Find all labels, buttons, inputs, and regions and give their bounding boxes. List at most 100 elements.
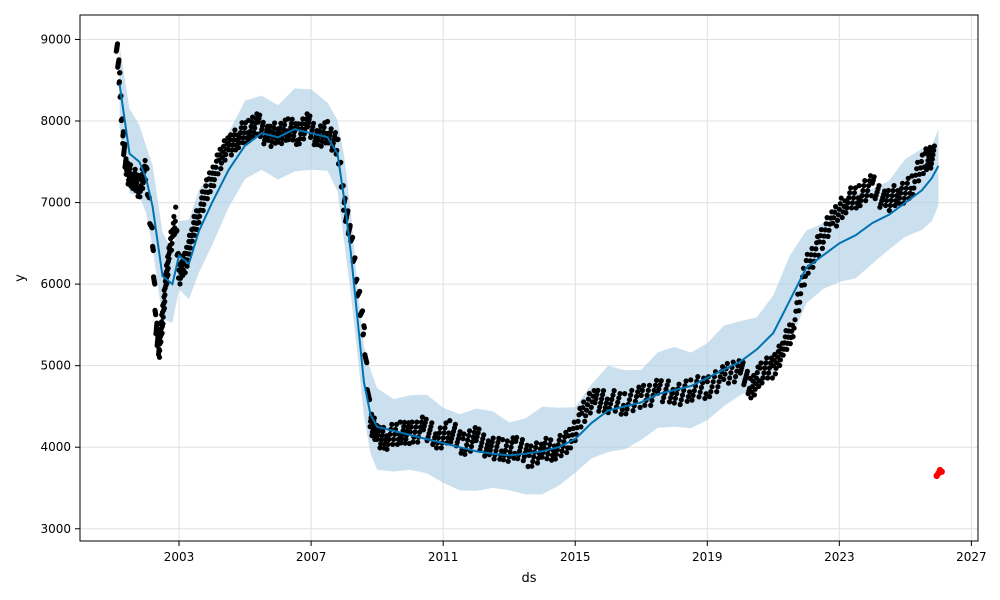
- y-tick-label: 7000: [40, 196, 71, 210]
- observed-point: [413, 424, 419, 430]
- observed-point: [213, 164, 219, 170]
- observed-point: [586, 390, 593, 397]
- observed-point: [588, 404, 594, 410]
- observed-point: [257, 112, 263, 118]
- observed-point: [664, 382, 670, 388]
- observed-point: [604, 396, 610, 402]
- observed-point: [401, 423, 407, 430]
- observed-point: [843, 210, 849, 216]
- observed-point: [668, 395, 674, 401]
- observed-point: [803, 257, 809, 264]
- observed-point: [630, 408, 636, 414]
- observed-point: [721, 376, 727, 382]
- observed-point: [684, 398, 690, 404]
- observed-point: [676, 381, 682, 387]
- observed-point: [813, 246, 819, 252]
- observed-point: [197, 213, 203, 219]
- observed-point: [585, 396, 592, 402]
- observed-point: [597, 404, 603, 410]
- observed-point: [350, 234, 356, 240]
- observed-point: [409, 419, 415, 425]
- observed-point: [671, 400, 677, 406]
- observed-point: [489, 439, 495, 445]
- observed-point: [595, 387, 601, 393]
- observed-point: [144, 166, 150, 172]
- observed-point: [883, 202, 889, 209]
- observed-point: [160, 321, 166, 327]
- observed-point: [407, 429, 413, 435]
- observed-point: [300, 116, 306, 122]
- observed-point: [816, 239, 823, 245]
- observed-point: [731, 379, 738, 385]
- observed-point: [905, 175, 911, 181]
- observed-point: [665, 378, 672, 384]
- observed-point: [766, 365, 773, 371]
- plot-frame: [79, 14, 979, 542]
- observed-point: [611, 388, 617, 394]
- observed-point: [165, 272, 171, 278]
- observed-point: [502, 447, 508, 453]
- observed-point: [211, 183, 217, 189]
- observed-point: [149, 225, 155, 231]
- observed-point: [140, 185, 146, 191]
- observed-point: [833, 223, 840, 229]
- observed-point: [384, 446, 390, 452]
- observed-point: [886, 207, 892, 214]
- observed-point: [672, 395, 679, 401]
- observed-point: [461, 431, 467, 437]
- y-tick-label: 8000: [40, 114, 71, 128]
- observed-point: [288, 124, 294, 130]
- observed-point: [399, 436, 405, 442]
- observed-point: [575, 418, 581, 424]
- observed-point: [567, 445, 574, 451]
- y-tick-label: 9000: [40, 32, 71, 46]
- observed-point: [724, 360, 730, 367]
- observed-point: [876, 183, 882, 189]
- observed-point: [196, 219, 202, 226]
- observed-point: [578, 424, 584, 430]
- observed-point: [835, 212, 842, 218]
- observed-point: [637, 404, 643, 410]
- observed-point: [888, 197, 894, 204]
- observed-point: [539, 454, 545, 460]
- observed-point: [557, 432, 563, 439]
- observed-point: [593, 396, 599, 402]
- observed-point: [397, 419, 403, 425]
- observed-point: [408, 424, 414, 430]
- observed-point: [801, 282, 808, 288]
- observed-point: [116, 57, 122, 63]
- y-axis-title: y: [13, 274, 28, 282]
- observed-point: [796, 308, 802, 314]
- observed-point: [859, 193, 865, 199]
- observed-point: [165, 265, 171, 271]
- observed-point: [861, 183, 867, 189]
- observed-point: [678, 397, 684, 403]
- observed-point: [120, 129, 126, 135]
- observed-point: [423, 416, 429, 422]
- observed-point: [279, 140, 285, 147]
- observed-point: [587, 410, 593, 416]
- observed-point: [544, 456, 550, 462]
- observed-point: [648, 402, 654, 408]
- observed-point: [436, 430, 442, 436]
- observed-point: [564, 449, 570, 456]
- observed-point: [150, 247, 156, 254]
- observed-point: [289, 116, 295, 122]
- observed-point: [761, 370, 767, 376]
- observed-point: [798, 291, 804, 297]
- observed-point: [674, 391, 680, 397]
- observed-point: [508, 444, 514, 450]
- observed-point: [851, 190, 858, 196]
- observed-point: [114, 41, 121, 47]
- observed-point: [286, 137, 292, 143]
- observed-point: [683, 378, 689, 384]
- observed-point: [845, 200, 851, 206]
- observed-point: [391, 436, 397, 442]
- observed-point: [844, 205, 850, 211]
- observed-point: [714, 389, 720, 395]
- observed-point: [853, 205, 859, 211]
- observed-point: [559, 448, 565, 454]
- observed-point: [760, 375, 766, 381]
- observed-point: [864, 193, 870, 199]
- observed-point: [931, 143, 938, 149]
